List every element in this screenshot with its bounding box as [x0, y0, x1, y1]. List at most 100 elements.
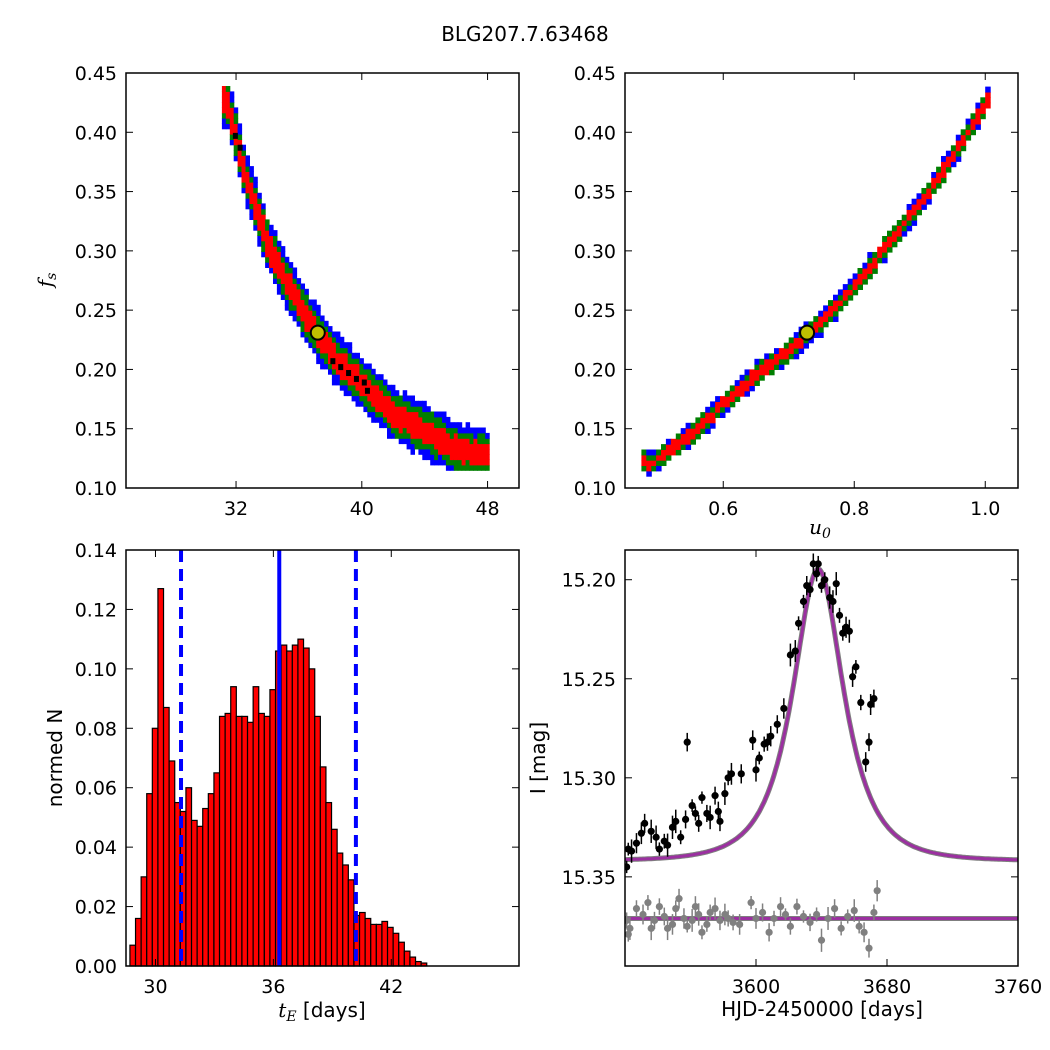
- cell-level2: [461, 432, 467, 439]
- cell-level2: [359, 395, 364, 402]
- cell-level3: [434, 438, 439, 445]
- cell-level3: [477, 448, 482, 455]
- cell-level1: [410, 395, 415, 402]
- cell-level3: [422, 432, 427, 439]
- cell-level2: [414, 443, 419, 450]
- cell-level1: [445, 416, 451, 423]
- cell-level2: [445, 454, 451, 461]
- cell-level1: [394, 390, 400, 397]
- cell-level3: [225, 107, 231, 114]
- cell-level3: [355, 379, 360, 386]
- cell-level2: [375, 411, 380, 418]
- cell-level3: [229, 112, 235, 119]
- cell-level1: [363, 363, 368, 370]
- cell-level2: [347, 384, 353, 391]
- cell-level1: [371, 368, 376, 375]
- histogram-bar: [319, 766, 327, 967]
- cell-level2: [249, 203, 254, 210]
- cell-level1: [387, 432, 392, 439]
- cell-level2: [241, 182, 246, 188]
- cell-level1: [778, 364, 785, 370]
- x-tick-label: 3760: [994, 976, 1042, 998]
- cell-level2: [887, 230, 893, 237]
- cell-level2: [237, 166, 243, 172]
- cell-level1: [438, 459, 443, 466]
- cell-level3: [916, 198, 922, 205]
- cell-level2: [950, 145, 957, 152]
- cell-level2: [331, 336, 337, 343]
- cell-level1: [774, 348, 780, 354]
- histogram-bar: [386, 926, 394, 967]
- cell-level3: [241, 166, 246, 172]
- cell-level2: [705, 422, 711, 429]
- cell-level3: [390, 422, 396, 429]
- cell-level3: [383, 406, 388, 413]
- cell-level3: [975, 113, 981, 120]
- data-point: [763, 738, 772, 746]
- tl-ylabel: fs: [33, 273, 60, 290]
- cell-level3: [406, 427, 412, 434]
- figure-title: BLG207.7.63468: [441, 22, 609, 46]
- cell-level3: [221, 86, 227, 92]
- cell-level1: [273, 278, 278, 284]
- cell-level3: [418, 422, 423, 429]
- cell-level3: [465, 448, 471, 455]
- cell-level3: [418, 432, 423, 439]
- cell-level3: [383, 400, 388, 407]
- cell-level1: [390, 390, 396, 397]
- residual-point: [675, 895, 683, 903]
- cell-level2: [292, 278, 298, 284]
- cell-level2: [284, 294, 290, 300]
- data-point: [647, 827, 655, 835]
- cell-level2: [367, 400, 372, 407]
- cell-level3: [257, 219, 262, 226]
- cell-level3: [351, 368, 357, 375]
- cell-level1: [842, 284, 849, 290]
- cell-level3: [339, 352, 345, 359]
- cell-level3: [375, 406, 380, 413]
- cell-level1: [355, 400, 360, 407]
- cell-level2: [783, 358, 790, 365]
- cell-level3: [335, 363, 341, 370]
- cell-level1: [335, 379, 341, 386]
- cell-level3: [280, 262, 286, 268]
- cell-level1: [284, 256, 290, 263]
- cell-level3: [877, 252, 883, 258]
- cell-level3: [896, 225, 903, 232]
- cell-level2: [390, 395, 396, 402]
- cell-level3: [261, 230, 266, 236]
- data-point: [845, 627, 853, 635]
- y-tick-label: 0.10: [574, 478, 616, 500]
- cell-level2: [359, 363, 364, 370]
- cell-level1: [237, 123, 243, 130]
- data-point: [862, 758, 870, 766]
- cell-level3: [276, 272, 282, 279]
- histogram-bar: [140, 876, 148, 967]
- cell-level2: [273, 240, 278, 247]
- cell-level3: [288, 283, 294, 290]
- cell-level2: [823, 321, 829, 328]
- cell-peak: [361, 379, 367, 386]
- residual-point: [747, 899, 755, 907]
- cell-level1: [882, 257, 888, 264]
- cell-level2: [402, 427, 408, 434]
- cell-level1: [324, 320, 329, 327]
- cell-level3: [975, 118, 981, 125]
- residual-point: [873, 887, 881, 895]
- cell-level3: [744, 380, 750, 386]
- histogram-bar: [202, 807, 209, 967]
- cell-level3: [970, 124, 976, 130]
- data-point: [786, 651, 794, 659]
- cell-level3: [754, 369, 760, 376]
- cell-level3: [665, 444, 672, 450]
- cell-level1: [434, 459, 439, 466]
- cell-level2: [453, 464, 459, 471]
- cell-level3: [288, 278, 294, 284]
- y-tick-label: 0.25: [75, 300, 117, 322]
- data-point: [627, 847, 636, 855]
- cell-level2: [347, 358, 353, 365]
- cell-level3: [641, 460, 647, 466]
- cell-level2: [931, 188, 937, 194]
- residual-point: [865, 944, 873, 952]
- cell-level3: [847, 289, 854, 296]
